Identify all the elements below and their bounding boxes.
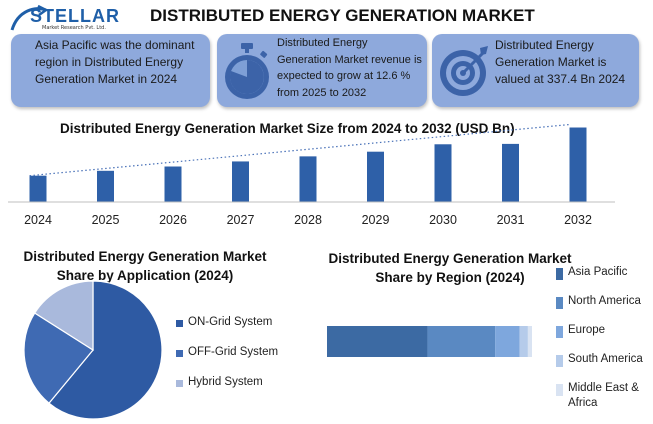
x-tick-label: 2028 <box>294 213 322 227</box>
legend-swatch <box>556 355 563 367</box>
title-line: Distributed Energy Generation Market <box>23 249 267 264</box>
card-line: Asia Pacific was the dominant <box>35 38 195 52</box>
application-pie-chart <box>23 280 163 420</box>
card-text: Distributed Energy Generation Market is … <box>495 37 625 88</box>
legend-label: Europe <box>568 324 606 336</box>
legend-swatch <box>556 326 563 338</box>
title-line: Distributed Energy Generation Market <box>328 251 572 266</box>
bar-chart-title: Distributed Energy Generation Market Siz… <box>60 121 515 136</box>
info-card-region: Asia Pacific was the dominant region in … <box>11 34 210 107</box>
legend-label: Hybrid System <box>188 376 263 388</box>
market-size-bar-chart: 2024 2025 2026 2027 2028 2029 2030 2031 2032 <box>8 123 615 227</box>
card-line: expected to grow at 12.6 % <box>277 70 411 82</box>
logo-tagline: Market Research Pvt. Ltd. <box>42 25 106 31</box>
x-tick-label: 2031 <box>497 213 525 227</box>
logo-name: STELLAR <box>30 6 120 26</box>
legend-label: OFF-Grid System <box>188 346 279 358</box>
x-tick-label: 2032 <box>564 213 592 227</box>
card-line: Generation Market in 2024 <box>35 72 178 86</box>
pie-slice-on-grid-system <box>48 280 163 420</box>
region-segment-europe <box>495 326 520 357</box>
bar-2028 <box>299 156 317 202</box>
x-tick-label: 2030 <box>429 213 457 227</box>
title-line: Share by Application (2024) <box>56 268 234 283</box>
x-tick-label: 2029 <box>362 213 390 227</box>
legend-swatch <box>176 350 183 357</box>
region-segment-middle-east-africa <box>527 326 532 357</box>
region-chart-title: Distributed Energy Generation Market Sha… <box>300 249 600 287</box>
bar-2024 <box>29 175 47 202</box>
target-icon <box>440 46 488 96</box>
card-line: valued at 337.4 Bn 2024 <box>495 72 626 86</box>
legend-swatch <box>556 268 563 280</box>
card-text: Distributed Energy Generation Market rev… <box>277 35 422 101</box>
bar-2027 <box>232 161 249 202</box>
legend-label: North America <box>568 295 641 307</box>
card-line: Distributed Energy <box>277 37 368 49</box>
x-tick-label: 2024 <box>24 213 52 227</box>
info-card-growth: Distributed Energy Generation Market rev… <box>217 34 427 107</box>
region-segment-south-america <box>519 326 528 357</box>
legend-swatch <box>176 380 183 387</box>
logo-swoosh-icon <box>10 4 48 31</box>
card-line: Generation Market is <box>495 55 607 69</box>
card-line: region in Distributed Energy <box>35 55 184 69</box>
region-segment-asia-pacific <box>327 326 428 357</box>
info-card-value: Distributed Energy Generation Market is … <box>432 34 639 107</box>
legend-label: Middle East & Africa <box>568 382 639 409</box>
x-tick-label: 2026 <box>159 213 187 227</box>
legend-label: South America <box>568 353 643 365</box>
bar-2032 <box>569 127 587 202</box>
x-tick-label: 2025 <box>92 213 120 227</box>
trend-line <box>29 123 570 177</box>
card-line: Generation Market revenue is <box>277 53 422 66</box>
region-stacked-bar <box>327 326 532 357</box>
legend-swatch <box>556 384 563 396</box>
region-segment-north-america <box>427 326 496 357</box>
legend-label: ON-Grid System <box>188 316 273 328</box>
pie-slice-hybrid-system <box>33 280 94 352</box>
legend-swatch <box>556 297 563 309</box>
card-text: Asia Pacific was the dominant region in … <box>35 37 194 88</box>
legend-swatch <box>176 320 183 327</box>
bar-2030 <box>434 144 452 202</box>
bar-2026 <box>164 166 182 202</box>
title-line: Share by Region (2024) <box>375 270 525 285</box>
pie-slice-off-grid-system <box>23 312 94 405</box>
stopwatch-icon <box>225 43 269 99</box>
card-line: from 2025 to 2032 <box>277 86 367 99</box>
pie-chart-title: Distributed Energy Generation Market Sha… <box>0 247 290 285</box>
page-title: DISTRIBUTED ENERGY GENERATION MARKET <box>150 6 535 25</box>
bar-2031 <box>502 143 519 202</box>
bar-2029 <box>367 151 384 202</box>
x-tick-label: 2027 <box>227 213 255 227</box>
card-line: Distributed Energy <box>495 38 594 52</box>
company-logo: STELLAR Market Research Pvt. Ltd. <box>8 4 126 34</box>
legend-label: Asia Pacific <box>568 266 628 278</box>
bar-2025 <box>97 170 114 202</box>
